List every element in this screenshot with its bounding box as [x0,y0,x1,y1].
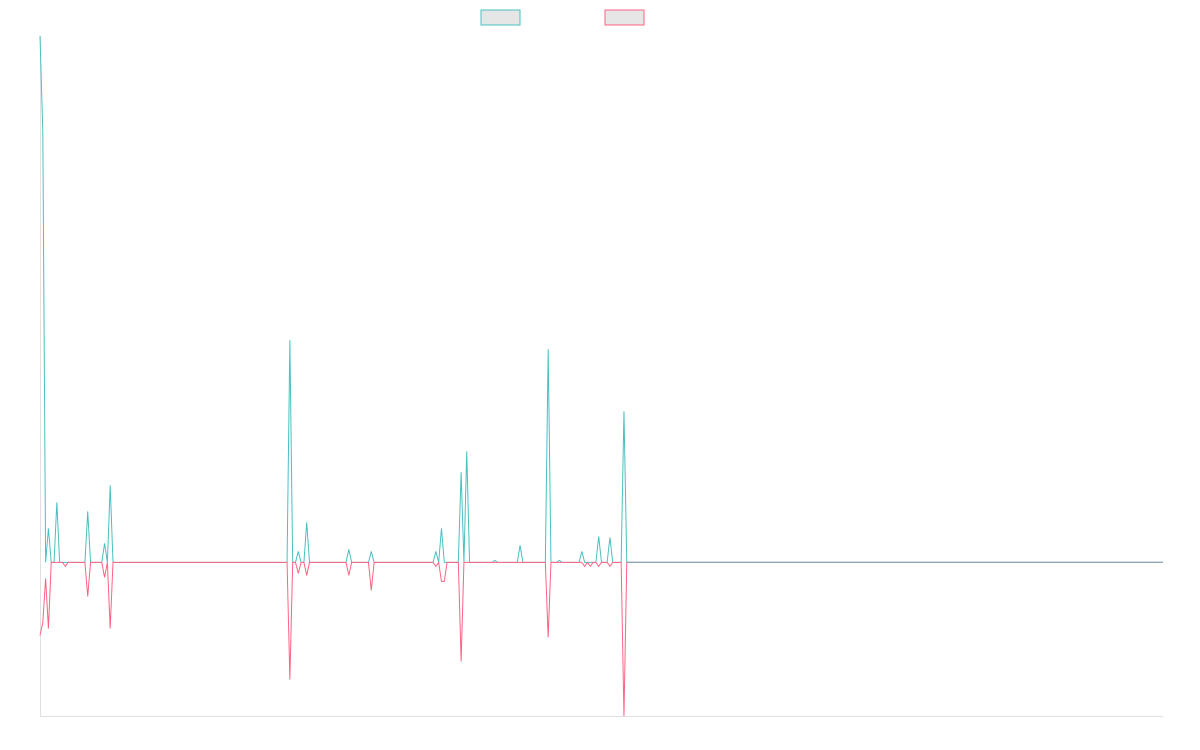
legend-item-1[interactable] [480,9,521,26]
legend-swatch-2[interactable] [604,9,645,26]
series-line-2 [39,561,1163,717]
legend-swatch-1[interactable] [480,9,521,26]
legend-item-2[interactable] [604,9,645,26]
series-line-1 [39,35,1163,563]
